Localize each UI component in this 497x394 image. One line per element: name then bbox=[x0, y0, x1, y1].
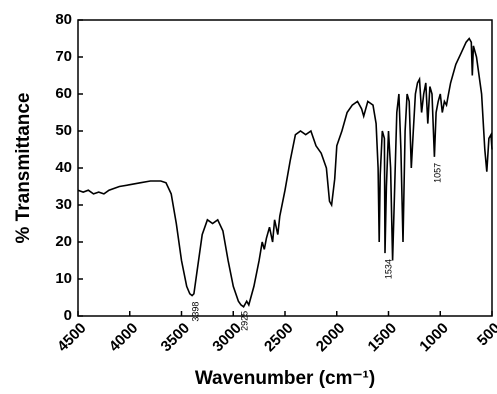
x-tick-label: 2500 bbox=[261, 320, 297, 356]
y-tick-label: 80 bbox=[55, 11, 72, 28]
peak-label: 1534 bbox=[383, 259, 393, 279]
y-tick-label: 40 bbox=[55, 159, 72, 176]
x-tick-label: 1000 bbox=[416, 320, 452, 356]
y-tick-label: 50 bbox=[55, 122, 72, 139]
y-tick-label: 0 bbox=[64, 307, 72, 324]
x-tick-label: 3500 bbox=[158, 320, 194, 356]
x-axis-title: Wavenumber (cm⁻¹) bbox=[195, 368, 375, 389]
y-tick-label: 70 bbox=[55, 48, 72, 65]
y-tick-label: 20 bbox=[55, 233, 72, 250]
plot-frame bbox=[77, 19, 493, 317]
peak-label: 2925 bbox=[239, 311, 249, 331]
peak-label: 3398 bbox=[190, 302, 200, 322]
x-tick-label: 1500 bbox=[365, 320, 401, 356]
peak-label: 1057 bbox=[433, 163, 443, 183]
x-tick-label: 500 bbox=[474, 320, 497, 350]
x-tick-label: 2000 bbox=[313, 320, 349, 356]
spectrum-line bbox=[77, 37, 493, 308]
y-tick-label: 30 bbox=[55, 196, 72, 213]
x-tick-label: 4500 bbox=[54, 320, 90, 356]
y-axis-title: % Transmittance bbox=[13, 93, 34, 244]
y-tick-label: 10 bbox=[55, 270, 72, 287]
y-tick-label: 60 bbox=[55, 85, 72, 102]
x-tick-label: 4000 bbox=[106, 320, 142, 356]
